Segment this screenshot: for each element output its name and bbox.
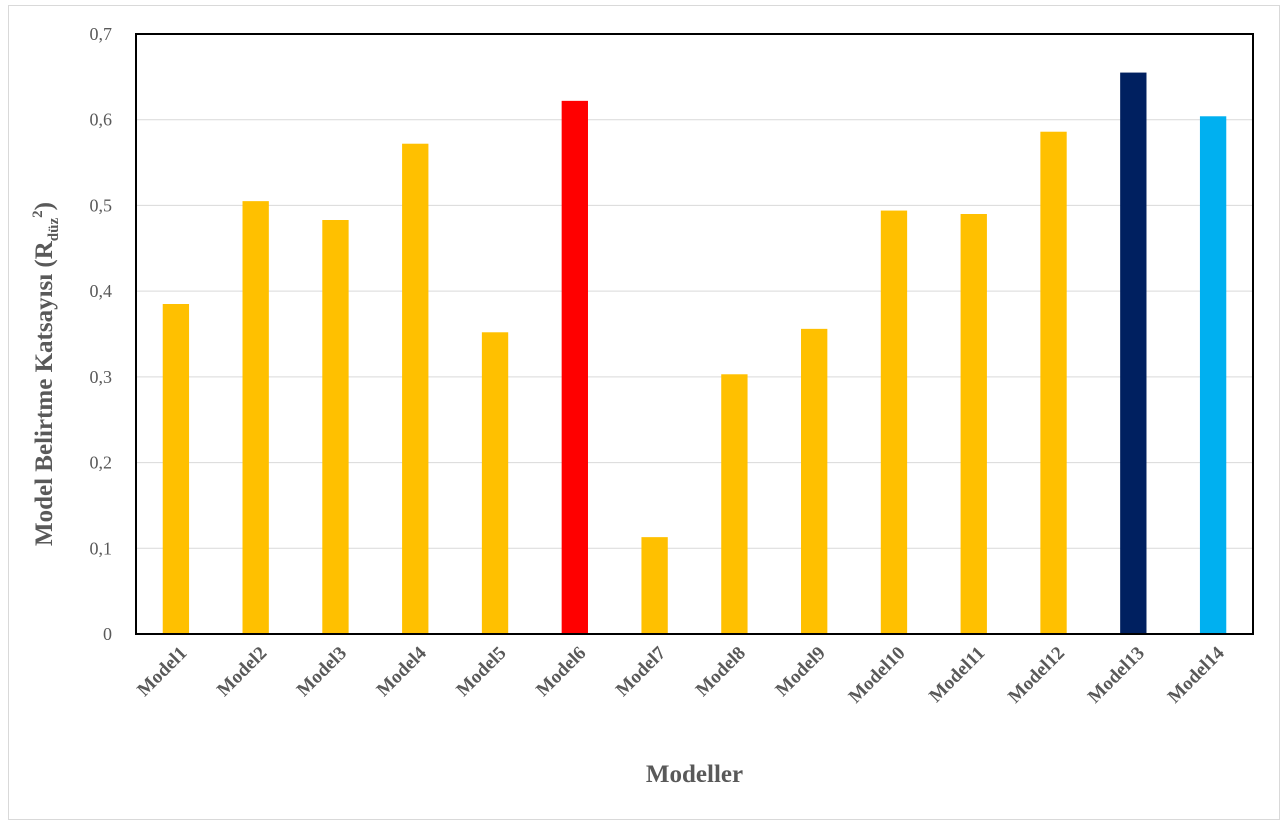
bars [162, 72, 1227, 635]
bar-model10 [880, 210, 908, 635]
y-tick-label: 0,4 [90, 281, 113, 301]
x-tick-label: Model10 [845, 643, 910, 708]
x-tick-label: Model13 [1084, 643, 1149, 708]
x-tick-label: Model4 [373, 642, 431, 700]
x-tick-label: Model1 [133, 643, 191, 701]
y-axis-title-subscript: düz [46, 217, 62, 241]
bar-model9 [801, 328, 828, 634]
bar-model7 [641, 537, 668, 634]
y-axis-title-superscript: 2 [30, 210, 46, 218]
x-tick-label: Model8 [692, 643, 750, 701]
y-axis-title-close: ) [31, 202, 58, 210]
y-axis-title: Model Belirtme Katsayısı (Rdüz2) [30, 202, 62, 546]
x-axis-title: Modeller [646, 761, 743, 788]
y-tick-label: 0,2 [90, 453, 113, 473]
y-tick-label: 0,5 [90, 195, 113, 215]
bar-model13 [1120, 72, 1147, 635]
x-tick-label: Model14 [1164, 642, 1229, 707]
x-tick-label: Model7 [612, 642, 670, 700]
y-tick-label: 0,7 [90, 24, 113, 44]
bar-model5 [481, 332, 509, 634]
x-tick-label: Model9 [772, 643, 830, 701]
bar-model8 [721, 374, 748, 634]
plot-area-border [135, 33, 1254, 635]
x-tick-label: Model3 [293, 643, 351, 701]
x-tick-label: Model2 [213, 643, 271, 701]
y-tick-label: 0 [103, 624, 112, 644]
x-tick-label: Model6 [532, 643, 590, 701]
bar-model6 [561, 100, 588, 635]
bar-model2 [242, 201, 269, 634]
bar-model14 [1199, 116, 1227, 635]
x-tick-label: Model11 [925, 643, 989, 707]
x-tick-labels: Model1 Model2 Model3 Model4 Model5 Model6 Mode… [133, 642, 1229, 707]
gridlines [136, 33, 1253, 635]
bar-model12 [1040, 131, 1067, 634]
bar-model1 [162, 304, 190, 634]
x-tick-label: Model5 [452, 643, 510, 701]
chart-frame [8, 5, 1280, 820]
bar-model4 [402, 143, 429, 634]
bar-model3 [322, 220, 349, 634]
y-tick-label: 0,6 [90, 110, 113, 130]
y-tick-label: 0,3 [90, 367, 113, 387]
bar-model11 [960, 214, 987, 634]
x-tick-label: Model12 [1004, 643, 1069, 708]
y-tick-labels: 0 0,1 0,2 0,3 0,4 0,5 0,6 0,7 [90, 24, 113, 644]
y-tick-label: 0,1 [90, 538, 113, 558]
y-axis-title-main: Model Belirtme Katsayısı (R [31, 240, 58, 546]
